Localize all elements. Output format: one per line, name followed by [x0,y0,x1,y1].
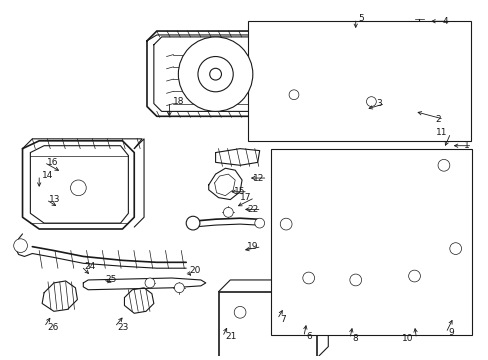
Circle shape [174,283,184,293]
Circle shape [408,270,420,282]
Text: 5: 5 [358,14,364,23]
Text: 16: 16 [47,158,59,167]
Text: 22: 22 [247,205,258,214]
Text: 2: 2 [434,115,440,124]
Text: 1: 1 [463,141,468,150]
Circle shape [145,278,155,288]
Text: 8: 8 [352,334,358,343]
Text: 9: 9 [448,328,454,337]
Circle shape [186,216,200,230]
Text: 17: 17 [240,193,251,202]
Text: 20: 20 [189,266,200,275]
Text: 13: 13 [49,195,61,204]
Circle shape [209,68,221,80]
Circle shape [254,218,264,228]
Circle shape [178,37,252,111]
Text: 14: 14 [42,171,53,180]
Text: 26: 26 [47,323,58,332]
Bar [247,21,470,141]
Text: 4: 4 [441,17,447,26]
Text: 19: 19 [247,242,258,251]
Circle shape [449,243,461,255]
Text: 3: 3 [376,99,382,108]
Text: 18: 18 [172,97,183,106]
Circle shape [437,159,449,171]
Circle shape [70,180,86,196]
Text: 24: 24 [84,262,95,271]
Text: 11: 11 [435,129,447,138]
Bar [271,149,471,335]
Text: 23: 23 [117,323,129,332]
Text: 21: 21 [225,332,236,341]
Text: 10: 10 [401,334,413,343]
Text: 7: 7 [280,315,285,324]
Circle shape [14,239,27,252]
Circle shape [198,57,233,92]
Text: 6: 6 [306,332,312,341]
Text: 25: 25 [105,275,117,284]
Circle shape [349,274,361,286]
Circle shape [234,306,245,318]
Circle shape [280,218,291,230]
Circle shape [366,97,376,107]
Circle shape [288,90,298,100]
Circle shape [302,272,314,284]
Circle shape [223,207,233,217]
Text: 15: 15 [233,187,244,196]
Text: 12: 12 [253,174,264,183]
Bar [218,292,316,358]
